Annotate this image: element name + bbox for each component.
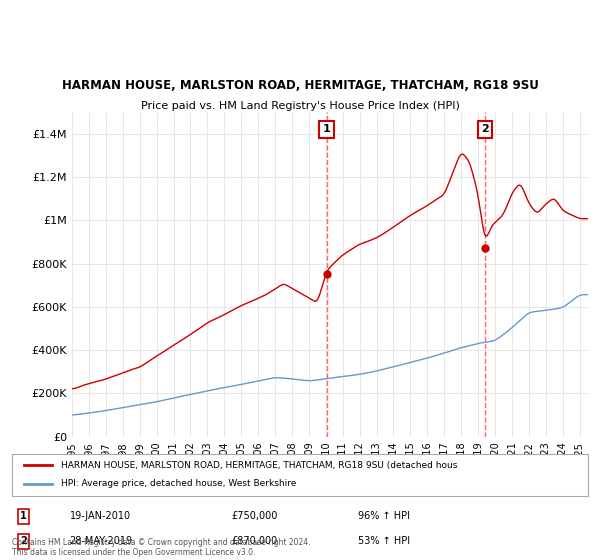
Text: 28-MAY-2019: 28-MAY-2019	[70, 536, 133, 546]
Text: Contains HM Land Registry data © Crown copyright and database right 2024.
This d: Contains HM Land Registry data © Crown c…	[12, 538, 311, 557]
Text: Price paid vs. HM Land Registry's House Price Index (HPI): Price paid vs. HM Land Registry's House …	[140, 101, 460, 111]
Text: £750,000: £750,000	[231, 511, 277, 521]
Text: 53% ↑ HPI: 53% ↑ HPI	[358, 536, 410, 546]
Text: 2: 2	[481, 124, 489, 134]
Text: 1: 1	[20, 511, 27, 521]
Text: 19-JAN-2010: 19-JAN-2010	[70, 511, 131, 521]
Text: 96% ↑ HPI: 96% ↑ HPI	[358, 511, 410, 521]
Text: 2: 2	[20, 536, 27, 546]
Text: HPI: Average price, detached house, West Berkshire: HPI: Average price, detached house, West…	[61, 479, 296, 488]
Text: HARMAN HOUSE, MARLSTON ROAD, HERMITAGE, THATCHAM, RG18 9SU (detached hous: HARMAN HOUSE, MARLSTON ROAD, HERMITAGE, …	[61, 461, 457, 470]
Text: £870,000: £870,000	[231, 536, 277, 546]
Text: 1: 1	[323, 124, 331, 134]
Text: HARMAN HOUSE, MARLSTON ROAD, HERMITAGE, THATCHAM, RG18 9SU: HARMAN HOUSE, MARLSTON ROAD, HERMITAGE, …	[62, 80, 538, 92]
